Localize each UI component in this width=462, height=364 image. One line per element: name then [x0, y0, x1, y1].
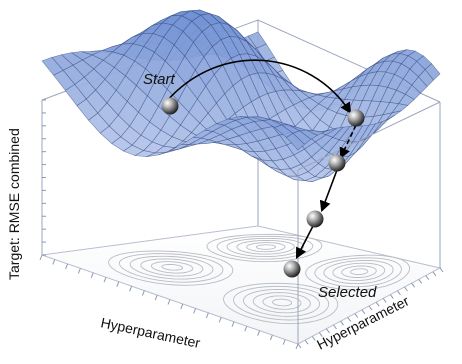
- y-axis-tick: [396, 290, 401, 296]
- y-axis-tick: [425, 275, 430, 280]
- contour-ring: [242, 289, 321, 317]
- x-axis-tick: [193, 308, 197, 314]
- x-axis-tick: [244, 326, 248, 332]
- x-axis-tick: [129, 285, 133, 292]
- x-axis-tick: [257, 330, 261, 336]
- x-axis-tick: [65, 263, 69, 270]
- y-axis-tick: [297, 343, 302, 349]
- jump-arrow: [165, 59, 352, 114]
- contour-ring: [216, 235, 314, 260]
- contour-ring: [332, 262, 386, 282]
- x-axis-tick: [282, 339, 286, 345]
- x-axis-tick: [52, 259, 56, 265]
- y-axis-tick: [389, 294, 394, 299]
- y-axis-tick: [375, 301, 380, 307]
- ball-markers: [161, 97, 365, 278]
- x-axis-tick: [231, 321, 235, 327]
- x-axis-tick: [205, 312, 209, 319]
- step-arrow-1: [339, 124, 357, 160]
- step-arrow-2: [319, 169, 338, 213]
- x-axis-tick: [167, 299, 171, 305]
- contour-ring: [150, 261, 194, 274]
- x-axis-tick: [180, 303, 184, 310]
- y-axis-tick: [347, 317, 352, 322]
- contour-ring: [161, 263, 184, 271]
- contour-ring: [255, 244, 276, 250]
- contour-ring: [272, 298, 293, 307]
- x-axis-label: Hyperparameter: [99, 314, 202, 351]
- step-ball-3: [306, 210, 324, 228]
- x-axis-tick: [77, 268, 81, 274]
- floor-plane: [41, 225, 442, 345]
- contour-ring: [314, 257, 402, 288]
- error-surface: [41, 9, 441, 183]
- contour-ring: [129, 255, 214, 280]
- step-ball-1: [347, 109, 365, 127]
- x-axis-tick: [269, 334, 273, 341]
- contour-ring: [108, 250, 234, 286]
- y-axis-tick: [432, 271, 437, 277]
- step-ball-2: [328, 154, 346, 172]
- x-axis-tick: [116, 281, 120, 287]
- y-axis-tick: [368, 305, 373, 311]
- y-axis-tick: [311, 336, 316, 341]
- y-axis-tick: [354, 313, 359, 318]
- contour-ring: [252, 292, 311, 314]
- contour-ring: [262, 295, 302, 310]
- contour-ring: [223, 282, 339, 325]
- contour-ring: [140, 258, 204, 277]
- y-axis-tick: [382, 298, 387, 303]
- y-axis-tick: [404, 286, 408, 292]
- axis-ticks: [39, 99, 444, 350]
- start-label: Start: [143, 71, 176, 88]
- y-axis-tick: [439, 267, 444, 273]
- contour-lines: [108, 233, 411, 325]
- x-axis-tick: [90, 272, 94, 278]
- contour-ring: [233, 285, 330, 321]
- y-axis-tick: [340, 320, 345, 326]
- selected-label: Selected: [318, 284, 377, 301]
- contour-ring: [118, 253, 224, 283]
- z-axis-label: Target: RMSE combined: [6, 128, 22, 280]
- contour-ring: [246, 242, 286, 253]
- x-axis-tick: [154, 294, 158, 301]
- x-axis-tick: [103, 277, 107, 283]
- y-axis-tick: [411, 282, 416, 288]
- optimization-path: [165, 59, 357, 259]
- y-axis-tick: [333, 324, 337, 330]
- contour-ring: [305, 254, 411, 291]
- x-axis-tick: [39, 254, 43, 261]
- x-axis-tick: [295, 343, 299, 350]
- y-axis-tick: [318, 332, 323, 337]
- x-axis-tick: [141, 290, 145, 296]
- y-axis-tick: [325, 328, 330, 334]
- step-arrow-3: [295, 225, 314, 259]
- contour-ring: [323, 260, 394, 285]
- y-axis-tick: [418, 279, 423, 284]
- selected-ball: [283, 260, 301, 278]
- contour-ring: [206, 233, 323, 263]
- contour-ring: [341, 265, 377, 278]
- y-axis-tick: [361, 309, 366, 315]
- x-axis-tick: [218, 317, 222, 323]
- start-ball: [161, 97, 179, 115]
- contour-ring: [350, 268, 369, 276]
- contour-ring: [236, 239, 295, 255]
- surface-patch: [285, 132, 305, 151]
- y-axis-tick: [304, 339, 309, 345]
